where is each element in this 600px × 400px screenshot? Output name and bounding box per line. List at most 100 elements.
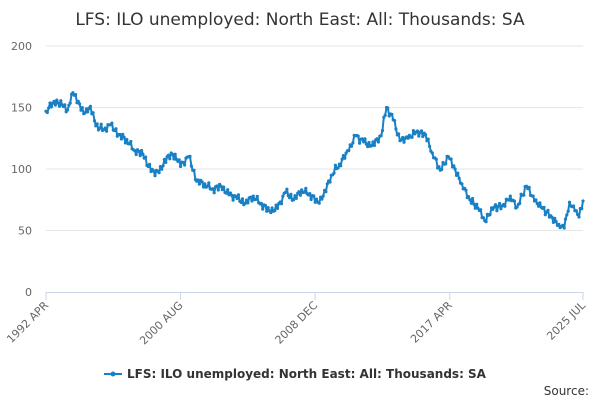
data-point[interactable] [288,196,292,200]
data-point[interactable] [444,162,448,166]
data-point[interactable] [123,141,127,145]
data-point[interactable] [356,134,360,138]
data-point[interactable] [434,157,438,161]
data-point[interactable] [63,103,67,107]
data-point[interactable] [542,205,546,209]
data-point[interactable] [65,108,70,112]
data-point[interactable] [279,202,284,206]
data-point[interactable] [531,194,535,198]
data-point[interactable] [219,184,223,188]
data-point[interactable] [481,216,485,220]
data-point[interactable] [380,128,385,133]
data-point[interactable] [308,192,312,196]
data-point[interactable] [563,217,568,221]
data-point[interactable] [244,198,249,202]
data-point[interactable] [313,200,317,204]
data-point[interactable] [423,133,428,137]
data-point[interactable] [265,209,269,213]
data-point[interactable] [390,112,394,116]
data-point[interactable] [48,101,52,105]
data-point[interactable] [129,139,133,144]
data-point[interactable] [428,144,432,149]
data-point[interactable] [580,207,584,211]
data-point[interactable] [488,212,492,217]
data-point[interactable] [537,204,541,208]
source-label[interactable]: Source: [544,384,589,398]
data-point[interactable] [105,129,109,133]
data-point[interactable] [499,207,503,211]
data-point[interactable] [173,152,177,156]
data-point[interactable] [320,197,324,201]
data-point[interactable] [216,188,220,192]
data-point[interactable] [285,187,289,191]
data-point[interactable] [71,91,75,95]
data-point[interactable] [524,184,529,188]
data-point[interactable] [546,208,550,212]
data-point[interactable] [572,204,576,208]
data-point[interactable] [231,198,235,202]
data-point[interactable] [562,226,566,230]
data-point[interactable] [222,185,226,189]
data-point[interactable] [284,190,288,194]
data-point[interactable] [98,126,102,130]
data-point[interactable] [577,215,581,219]
data-point[interactable] [162,157,166,161]
data-point[interactable] [88,104,92,108]
data-point[interactable] [183,163,187,167]
data-point[interactable] [157,171,161,175]
data-point[interactable] [343,156,347,160]
data-point[interactable] [471,196,475,201]
data-point[interactable] [328,180,332,184]
data-point[interactable] [394,127,398,131]
data-point[interactable] [110,121,114,125]
data-point[interactable] [239,200,243,205]
data-point[interactable] [479,208,483,212]
data-point[interactable] [133,149,137,153]
data-point[interactable] [92,119,97,123]
data-point[interactable] [347,149,351,153]
data-point[interactable] [148,162,152,166]
data-point[interactable] [263,203,267,208]
data-point[interactable] [340,157,344,161]
data-point[interactable] [362,140,366,144]
data-point[interactable] [410,135,414,139]
data-point[interactable] [121,132,125,136]
data-point[interactable] [371,140,375,144]
data-point[interactable] [255,194,259,198]
data-point[interactable] [399,138,403,142]
data-point[interactable] [469,201,473,205]
data-point[interactable] [336,166,340,170]
data-point[interactable] [114,127,118,131]
data-point[interactable] [402,140,406,144]
data-point[interactable] [243,201,247,205]
data-point[interactable] [456,171,460,175]
data-point[interactable] [249,195,253,199]
data-point[interactable] [522,193,526,197]
data-point[interactable] [78,102,82,106]
data-point[interactable] [212,191,216,195]
data-point[interactable] [415,129,420,133]
data-point[interactable] [289,192,293,196]
data-point[interactable] [554,219,558,224]
data-point[interactable] [561,223,565,227]
data-point[interactable] [161,164,165,168]
data-point[interactable] [475,202,479,206]
data-point[interactable] [367,140,371,145]
data-point[interactable] [309,197,313,202]
data-point[interactable] [80,106,84,110]
data-point[interactable] [138,154,142,158]
data-point[interactable] [574,209,578,213]
series-line[interactable] [45,91,584,229]
data-point[interactable] [220,188,224,192]
data-point[interactable] [411,129,415,133]
data-point[interactable] [140,148,144,153]
data-point[interactable] [188,154,192,158]
data-point[interactable] [230,193,234,197]
data-point[interactable] [86,110,90,114]
data-point[interactable] [270,206,274,210]
data-point[interactable] [119,137,123,141]
data-point[interactable] [464,188,468,192]
data-point[interactable] [553,216,557,220]
data-point[interactable] [565,213,569,217]
data-point[interactable] [127,142,131,146]
